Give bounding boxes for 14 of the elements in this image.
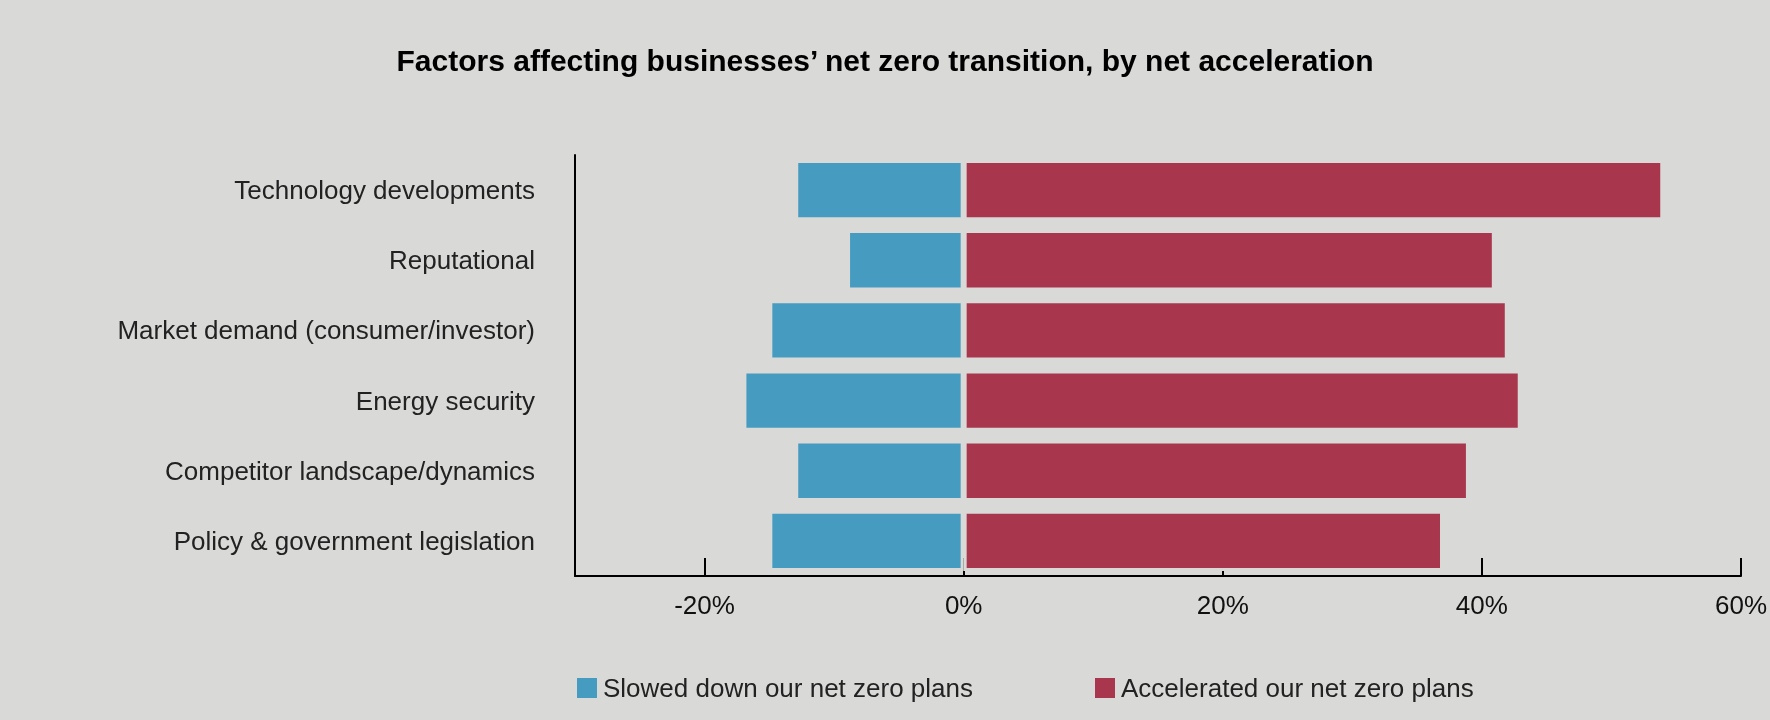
y-tick-label: Market demand (consumer/investor) bbox=[117, 315, 535, 346]
y-tick-label: Policy & government legislation bbox=[173, 525, 535, 556]
chart-title: Factors affecting businesses’ net zero transition, by net acceleration bbox=[396, 43, 1374, 77]
x-tick-label: -20% bbox=[674, 590, 735, 620]
y-tick-label: Technology developments bbox=[234, 175, 535, 206]
legend-label: Accelerated our net zero plans bbox=[1121, 673, 1474, 703]
y-tick-label: Competitor landscape/dynamics bbox=[165, 455, 535, 486]
y-tick-label: Reputational bbox=[389, 245, 535, 276]
legend-label: Slowed down our net zero plans bbox=[603, 673, 974, 703]
y-tick-label: Energy security bbox=[355, 385, 535, 416]
x-tick-label: 60% bbox=[1714, 590, 1767, 620]
x-tick-label: 0% bbox=[944, 590, 983, 620]
x-tick-label: 20% bbox=[1196, 590, 1249, 620]
x-tick-label: 40% bbox=[1455, 590, 1508, 620]
